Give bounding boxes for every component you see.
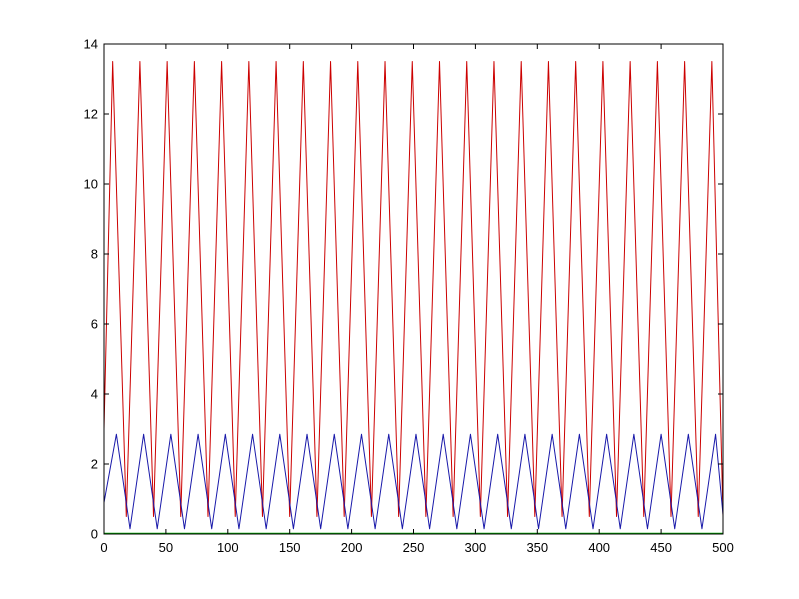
series-line-0 bbox=[103, 61, 724, 517]
y-axis: 0 2 4 6 8 10 12 14 bbox=[84, 37, 723, 542]
y-tick-label: 8 bbox=[91, 247, 98, 262]
x-axis: 0 50 100 150 200 250 300 350 400 450 500 bbox=[100, 44, 734, 555]
x-tick-label: 50 bbox=[159, 540, 173, 555]
y-tick-label: 0 bbox=[91, 527, 98, 542]
x-tick-label: 200 bbox=[341, 540, 363, 555]
y-tick-label: 2 bbox=[91, 457, 98, 472]
y-tick-label: 10 bbox=[84, 177, 98, 192]
x-tick-label: 400 bbox=[588, 540, 610, 555]
x-tick-label: 100 bbox=[217, 540, 239, 555]
y-tick-label: 6 bbox=[91, 317, 98, 332]
series-line-1 bbox=[103, 433, 724, 530]
x-tick-label: 0 bbox=[100, 540, 107, 555]
x-tick-label: 250 bbox=[403, 540, 425, 555]
x-tick-label: 500 bbox=[712, 540, 734, 555]
x-tick-label: 450 bbox=[650, 540, 672, 555]
y-tick-label: 12 bbox=[84, 107, 98, 122]
x-tick-label: 150 bbox=[279, 540, 301, 555]
y-tick-label: 14 bbox=[84, 37, 98, 52]
x-tick-label: 350 bbox=[526, 540, 548, 555]
x-tick-label: 300 bbox=[465, 540, 487, 555]
y-tick-label: 4 bbox=[91, 387, 98, 402]
